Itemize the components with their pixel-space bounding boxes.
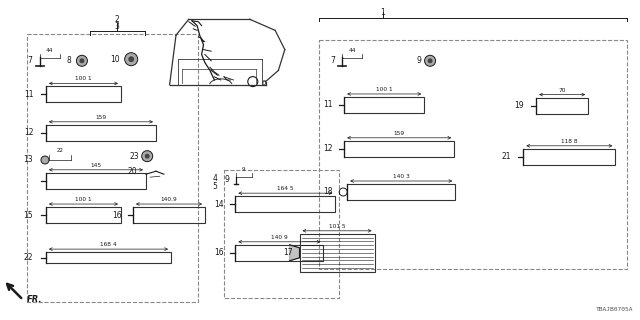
Text: 10: 10: [110, 55, 120, 64]
Text: 3: 3: [115, 22, 120, 31]
Circle shape: [424, 55, 436, 66]
Text: 15: 15: [24, 211, 33, 220]
Text: 100 1: 100 1: [75, 76, 92, 81]
Text: 140 3: 140 3: [393, 174, 410, 179]
Circle shape: [428, 58, 433, 63]
Bar: [27, 34, 198, 302]
Text: 101 5: 101 5: [329, 224, 346, 229]
Bar: [300, 234, 374, 272]
Text: 14: 14: [214, 200, 224, 209]
Bar: [536, 98, 588, 114]
Text: 5: 5: [212, 182, 218, 191]
Text: 44: 44: [46, 48, 53, 53]
Text: 7: 7: [27, 56, 32, 65]
Text: 19: 19: [514, 101, 524, 110]
Text: 164 5: 164 5: [277, 186, 294, 191]
Circle shape: [125, 53, 138, 66]
Text: 16: 16: [112, 211, 122, 220]
Text: 100 1: 100 1: [376, 87, 392, 92]
Text: 145: 145: [90, 163, 102, 168]
Circle shape: [76, 55, 88, 66]
Text: 159: 159: [95, 115, 106, 120]
Text: 22: 22: [24, 253, 33, 262]
Bar: [236, 245, 323, 261]
Text: 159: 159: [394, 131, 404, 136]
Bar: [224, 170, 339, 298]
Text: 12: 12: [323, 144, 333, 153]
Circle shape: [141, 151, 153, 162]
Text: 12: 12: [24, 128, 33, 137]
Text: 9: 9: [224, 175, 229, 184]
Circle shape: [128, 56, 134, 62]
Text: 22: 22: [56, 148, 63, 153]
Text: 11: 11: [24, 90, 33, 99]
Bar: [133, 207, 205, 223]
Bar: [46, 125, 156, 141]
Bar: [344, 97, 424, 113]
Bar: [46, 207, 121, 223]
Bar: [348, 184, 455, 200]
Bar: [319, 40, 627, 269]
Bar: [46, 86, 121, 102]
Text: 9: 9: [416, 56, 421, 65]
Text: 16: 16: [214, 248, 224, 257]
Text: 20: 20: [128, 167, 138, 176]
Bar: [236, 196, 335, 212]
Text: 9: 9: [242, 167, 245, 172]
Text: 23: 23: [130, 152, 140, 161]
Text: 13: 13: [24, 156, 33, 164]
Text: 70: 70: [559, 88, 566, 92]
Text: 8: 8: [67, 56, 72, 65]
Text: 140.9: 140.9: [161, 197, 177, 202]
Text: 6: 6: [261, 80, 266, 86]
Text: 44: 44: [349, 48, 356, 53]
Text: FR.: FR.: [27, 295, 43, 305]
Text: 21: 21: [501, 152, 511, 161]
Circle shape: [79, 58, 84, 63]
Bar: [46, 173, 146, 189]
Text: 118 8: 118 8: [561, 139, 578, 144]
Circle shape: [145, 154, 150, 159]
Bar: [524, 149, 616, 165]
Text: 168 4: 168 4: [100, 242, 116, 247]
Text: 4: 4: [212, 174, 218, 183]
Text: 18: 18: [323, 188, 333, 196]
Text: 7: 7: [330, 56, 335, 65]
Text: 140 9: 140 9: [271, 235, 288, 240]
Bar: [344, 141, 454, 157]
Bar: [46, 252, 171, 263]
Text: 2: 2: [115, 15, 120, 24]
Text: TBAJB0705A: TBAJB0705A: [596, 307, 634, 312]
Text: 17: 17: [283, 248, 292, 257]
Text: 1: 1: [380, 8, 385, 17]
Text: 100 1: 100 1: [75, 197, 92, 202]
Polygon shape: [289, 245, 300, 261]
Circle shape: [41, 156, 49, 164]
Text: 11: 11: [323, 100, 333, 109]
